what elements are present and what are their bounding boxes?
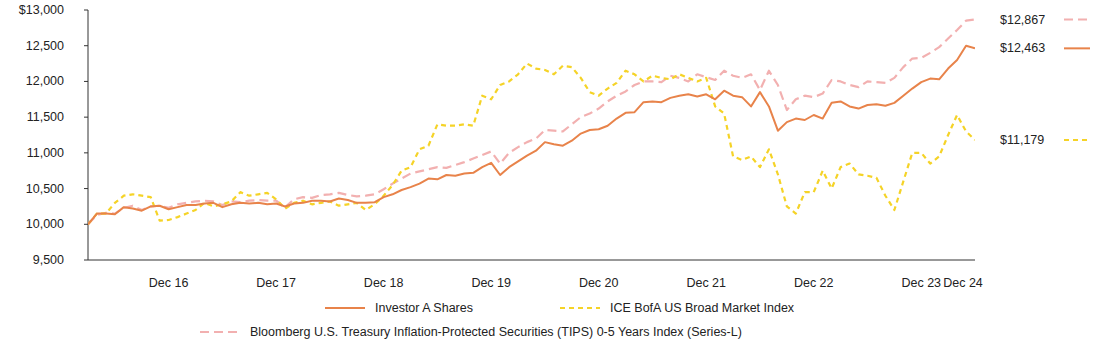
end-label: $12,463 [1000,41,1045,55]
y-tick [84,188,88,189]
y-tick-label: 12,500 [26,39,64,53]
series-line [88,64,975,225]
x-tick-label: Dec 21 [686,276,726,290]
y-tick-label: 12,000 [26,74,64,88]
y-tick-label: 10,000 [26,217,64,231]
legend-swatch [560,307,600,309]
x-tick-label: Dec 20 [579,276,619,290]
y-tick [84,224,88,225]
series-line [88,20,975,225]
x-tick-label: Dec 17 [256,276,296,290]
legend-swatch [325,307,365,309]
end-label-line [1064,47,1090,49]
end-label-line [1064,139,1090,141]
y-tick-label: 11,000 [27,146,64,160]
x-tick-label: Dec 16 [149,276,189,290]
x-tick-label: Dec 23 [901,276,941,290]
y-tick [84,117,88,118]
legend-label: ICE BofA US Broad Market Index [610,301,795,315]
y-tick [84,152,88,153]
legend-label: Bloomberg U.S. Treasury Inflation-Protec… [250,325,742,339]
legend-label: Investor A Shares [375,301,473,315]
y-tick [84,81,88,82]
y-tick-label: 10,500 [26,182,64,196]
y-tick-label: 11,500 [27,110,64,124]
end-label-line [1064,19,1090,21]
y-tick [84,260,88,261]
x-axis [88,260,975,261]
y-tick-label: $13,000 [19,3,64,17]
end-label: $11,179 [1000,133,1044,147]
y-tick-label: 9,500 [33,253,64,267]
series-line [88,46,975,225]
y-tick [84,10,88,11]
chart: 9,500 10,000 10,500 11,000 11,500 12,000 12,50… [0,0,1094,349]
end-label: $12,867 [1000,13,1045,27]
x-tick-label: Dec 18 [364,276,404,290]
x-tick-label: Dec 19 [471,276,511,290]
y-tick [84,45,88,46]
legend-swatch [200,331,240,333]
x-tick-label: Dec 22 [794,276,834,290]
plot-area [88,20,975,225]
x-tick-label: Dec 24 [943,276,983,290]
